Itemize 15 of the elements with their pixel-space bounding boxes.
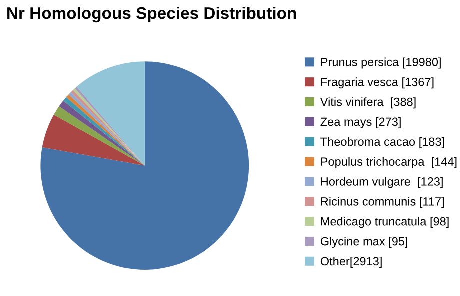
legend-label: Zea mays [273]	[320, 117, 401, 128]
pie-slice	[42, 114, 145, 166]
chart-title: Nr Homologous Species Distribution	[8, 6, 296, 23]
legend-label: Medicago truncatula [98]	[321, 217, 449, 228]
legend-label: Vitis vinifera [388]	[320, 98, 416, 109]
legend-label: Prunus persica [19980]	[321, 58, 441, 69]
legend-label: Hordeum vulgare [123]	[321, 177, 443, 188]
legend-label: Ricinus communis [117]	[321, 197, 444, 208]
pie-slice	[40, 62, 250, 270]
legend-label: Theobroma cacao [183]	[320, 137, 444, 148]
legend-label: Fragaria vesca [1367]	[321, 78, 434, 89]
legend-label: Other[2913]	[320, 256, 382, 268]
pie-slice	[76, 62, 145, 166]
legend-label: Populus trichocarpa [144]	[321, 157, 457, 168]
legend-label: Glycine max [95]	[320, 237, 408, 248]
